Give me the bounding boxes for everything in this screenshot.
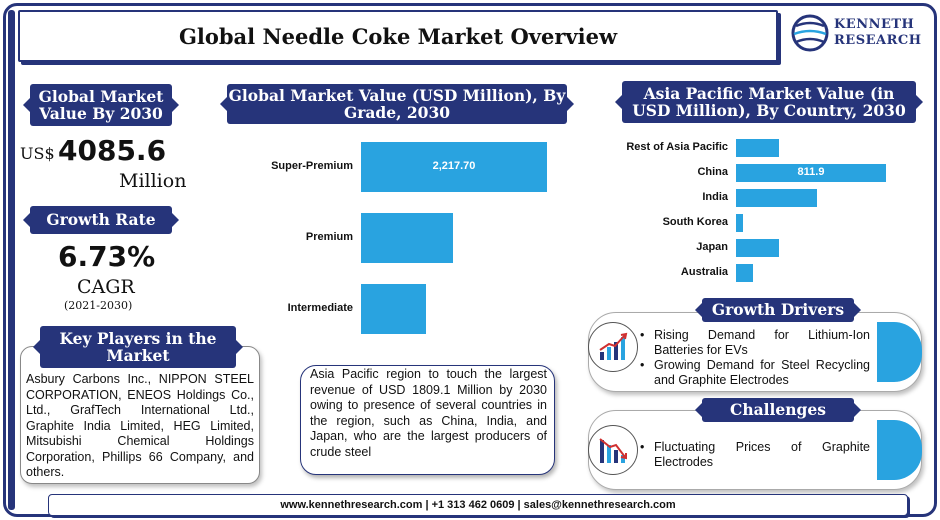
growth-drivers-banner: Growth Drivers <box>702 298 854 322</box>
market-value-unit: Million <box>119 170 187 192</box>
logo-line1: KENNETH <box>834 17 915 32</box>
info-text: Asia Pacific region to touch the largest… <box>310 367 547 459</box>
growth-rate-value: 6.73% <box>58 240 156 273</box>
challenges-banner: Challenges <box>702 398 854 422</box>
company-logo: KENNETH RESEARCH <box>790 10 930 56</box>
category-label: Australia <box>680 266 728 278</box>
bar <box>736 164 886 182</box>
currency-prefix: US$ <box>20 144 55 163</box>
category-label: Rest of Asia Pacific <box>626 141 728 153</box>
market-value-banner: Global Market Value By 2030 <box>30 84 172 126</box>
category-label: India <box>702 191 728 203</box>
challenges-cap <box>877 420 922 480</box>
bar <box>361 142 547 192</box>
list-item: Rising Demand for Lithium-Ion Batteries … <box>640 328 870 358</box>
growth-chart-icon <box>588 322 638 372</box>
footer: www.kennethresearch.com | +1 313 462 060… <box>48 494 908 516</box>
data-label: 2,217.70 <box>432 160 476 172</box>
decline-chart-icon <box>588 425 638 475</box>
key-players-box <box>20 346 260 484</box>
page-title: Global Needle Coke Market Overview <box>178 23 618 49</box>
list-item: Fluctuating Prices of Graphite Electrode… <box>640 440 870 470</box>
bar <box>736 239 779 257</box>
key-players-banner: Key Players in the Market <box>40 326 236 368</box>
category-label: South Korea <box>662 216 728 228</box>
category-label: Japan <box>696 241 728 253</box>
cagr-label: CAGR <box>77 276 135 298</box>
growth-drivers-list: Rising Demand for Lithium-Ion Batteries … <box>640 328 870 388</box>
key-players-text: Asbury Carbons Inc., NIPPON STEEL CORPOR… <box>26 372 254 479</box>
category-label: Premium <box>305 231 353 243</box>
footer-contact: www.kennethresearch.com | +1 313 462 060… <box>280 499 676 511</box>
title-box: Global Needle Coke Market Overview <box>18 10 778 62</box>
bar <box>361 213 454 263</box>
logo-line2: RESEARCH <box>834 33 922 48</box>
list-item: Growing Demand for Steel Recycling and G… <box>640 358 870 388</box>
category-label: China <box>697 166 728 178</box>
bar <box>736 189 818 207</box>
challenges-list: Fluctuating Prices of Graphite Electrode… <box>640 440 870 470</box>
bar <box>736 214 743 232</box>
info-box <box>300 365 555 475</box>
bar <box>361 284 427 334</box>
country-chart-title: Asia Pacific Market Value (in USD Millio… <box>622 81 916 123</box>
globe-logo-icon <box>791 14 829 52</box>
bar <box>736 139 779 157</box>
category-label: Super-Premium <box>271 160 353 172</box>
growth-drivers-cap <box>877 322 922 382</box>
grade-chart-title: Global Market Value (USD Million), By Gr… <box>227 84 567 124</box>
growth-rate-banner: Growth Rate <box>30 206 172 234</box>
data-label: 811.9 <box>797 166 825 178</box>
category-label: Intermediate <box>287 302 353 314</box>
market-value-amount: 4085.6 <box>58 134 167 167</box>
bar <box>736 264 753 282</box>
cagr-period: (2021-2030) <box>64 299 133 312</box>
left-accent-bar <box>8 10 15 510</box>
